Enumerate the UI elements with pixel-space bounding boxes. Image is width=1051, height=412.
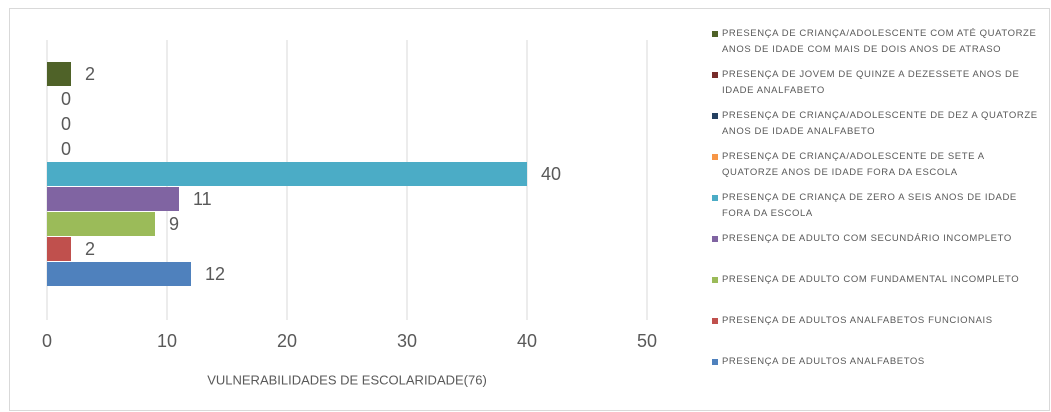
x-tick-label: 0 [42,331,52,351]
legend-swatch [712,72,718,78]
data-label: 40 [541,164,561,184]
legend-entry: PRESENÇA DE CRIANÇA/ADOLESCENTE DE SETE … [712,149,1042,181]
bar [47,237,71,261]
data-label: 2 [85,239,95,259]
legend-entry: PRESENÇA DE CRIANÇA/ADOLESCENTE COM ATÉ … [712,26,1042,58]
legend-swatch [712,31,718,37]
bar [47,262,191,286]
legend-swatch [712,154,718,160]
legend-label: PRESENÇA DE ADULTOS ANALFABETOS [722,356,925,367]
data-label: 0 [61,89,71,109]
legend-label: PRESENÇA DE CRIANÇA/ADOLESCENTE COM ATÉ … [722,28,1037,55]
legend-label: PRESENÇA DE JOVEM DE QUINZE A DEZESSETE … [722,69,1020,96]
data-label: 2 [85,64,95,84]
legend-entry: PRESENÇA DE CRIANÇA/ADOLESCENTE DE DEZ A… [712,108,1042,140]
legend-entry: PRESENÇA DE CRIANÇA DE ZERO A SEIS ANOS … [712,190,1042,222]
axis-label: VULNERABILIDADES DE ESCOLARIDADE(76) [207,372,487,387]
legend-entry: PRESENÇA DE ADULTO COM FUNDAMENTAL INCOM… [712,272,1042,288]
x-tick-label: 10 [157,331,177,351]
x-tick-label: 20 [277,331,297,351]
data-label: 0 [61,139,71,159]
legend-swatch [712,359,718,365]
bar [47,187,179,211]
legend-entry: PRESENÇA DE ADULTOS ANALFABETOS FUNCIONA… [712,313,1042,329]
legend-label: PRESENÇA DE CRIANÇA/ADOLESCENTE DE DEZ A… [722,110,1038,137]
legend-label: PRESENÇA DE CRIANÇA DE ZERO A SEIS ANOS … [722,192,1017,219]
bar [47,212,155,236]
legend-entry: PRESENÇA DE ADULTO COM SECUNDÁRIO INCOMP… [712,231,1042,247]
legend-label: PRESENÇA DE ADULTOS ANALFABETOS FUNCIONA… [722,315,993,326]
data-label: 9 [169,214,179,234]
data-label: 11 [193,189,212,209]
bar [47,162,527,186]
legend-swatch [712,277,718,283]
data-label: 0 [61,114,71,134]
legend-entry: PRESENÇA DE ADULTOS ANALFABETOS [712,354,1042,370]
legend-swatch [712,113,718,119]
legend-label: PRESENÇA DE CRIANÇA/ADOLESCENTE DE SETE … [722,151,985,178]
legend-swatch [712,318,718,324]
legend-swatch [712,195,718,201]
x-tick-label: 30 [397,331,417,351]
legend-label: PRESENÇA DE ADULTO COM FUNDAMENTAL INCOM… [722,274,1020,285]
x-tick-label: 50 [637,331,657,351]
data-label: 12 [205,264,225,284]
bar [47,62,71,86]
chart-border [9,8,1050,411]
legend-label: PRESENÇA DE ADULTO COM SECUNDÁRIO INCOMP… [722,233,1012,244]
x-tick-label: 40 [517,331,537,351]
legend-entry: PRESENÇA DE JOVEM DE QUINZE A DEZESSETE … [712,67,1042,99]
legend-swatch [712,236,718,242]
